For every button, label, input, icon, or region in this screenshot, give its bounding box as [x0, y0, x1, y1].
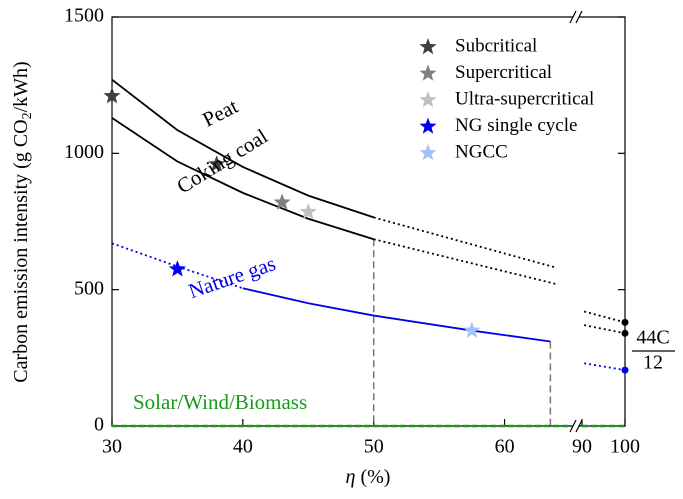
series-label: Nature gas [185, 251, 278, 303]
legend-star [419, 117, 437, 134]
line-dotted [583, 324, 626, 335]
line-solid [242, 287, 551, 343]
x-label-part: (%) [355, 466, 390, 488]
x-tick-label: 50 [364, 436, 384, 458]
x-label-part: η [346, 466, 356, 488]
legend-label: NG single cycle [455, 115, 577, 136]
legend-label: NGCC [455, 141, 508, 162]
star-marker [208, 155, 226, 172]
annotation-denominator: 12 [643, 352, 663, 374]
legend-star [419, 144, 437, 161]
y-label-part: Carbon emission intensity (g CO [10, 119, 32, 382]
star-marker [299, 202, 317, 220]
y-tick-label: 500 [74, 277, 104, 299]
x-tick-label: 100 [610, 436, 640, 458]
annotation-numerator: 44C [636, 327, 669, 349]
y-label-part: /kWh) [10, 61, 32, 112]
y-label-sub: 2 [20, 112, 35, 119]
line-solid [111, 79, 374, 219]
axis-break [569, 10, 583, 24]
star-marker [463, 321, 481, 338]
y-tick-label: 1500 [64, 5, 104, 27]
star-marker [168, 260, 186, 277]
line-dotted [111, 242, 244, 290]
star-marker [103, 87, 121, 104]
series-label: Solar/Wind/Biomass [133, 390, 307, 414]
line-dotted [583, 310, 626, 324]
x-tick-label: 90 [572, 436, 592, 458]
x-axis-label: η (%) [346, 466, 391, 488]
line-solid [111, 117, 374, 241]
endpoint [621, 366, 629, 374]
line-dotted [373, 238, 558, 286]
y-tick-label: 0 [94, 414, 104, 436]
endpoint [621, 329, 629, 337]
x-tick-label: 40 [233, 436, 253, 458]
endpoint [621, 318, 629, 326]
legend-label: Ultra-supercritical [455, 88, 594, 109]
legend-label: Supercritical [455, 62, 552, 83]
legend-label: Subcritical [455, 35, 537, 56]
x-tick-label: 60 [495, 436, 515, 458]
legend-star [419, 91, 437, 108]
line-dotted [584, 362, 626, 371]
y-tick-label: 1000 [64, 141, 104, 163]
legend-star [419, 64, 437, 81]
y-axis-label: Carbon emission intensity (g CO2/kWh) [10, 61, 36, 382]
star-marker [273, 193, 291, 210]
series-label: Peat [199, 94, 242, 132]
line-dotted [373, 216, 558, 269]
axis-break [569, 419, 583, 433]
x-tick-label: 30 [102, 436, 122, 458]
legend-star [419, 38, 437, 55]
